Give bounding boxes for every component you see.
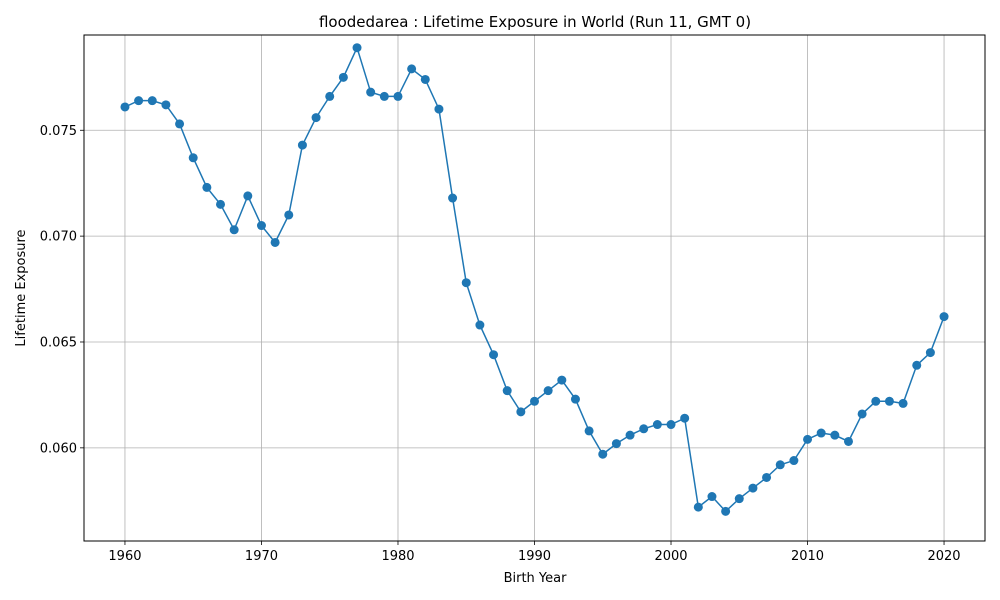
data-point xyxy=(379,91,389,101)
x-tick-label: 1980 xyxy=(381,549,414,564)
data-point xyxy=(734,494,744,504)
data-point xyxy=(816,428,826,438)
data-point xyxy=(748,483,758,493)
data-point xyxy=(857,409,867,419)
data-point xyxy=(666,420,676,430)
data-point xyxy=(434,104,444,114)
data-point xyxy=(461,278,471,288)
x-tick-label: 2000 xyxy=(654,549,687,564)
data-point xyxy=(188,153,198,163)
data-point xyxy=(884,396,894,406)
grid xyxy=(84,35,985,541)
data-point xyxy=(843,436,853,446)
y-tick-label: 0.065 xyxy=(40,335,77,350)
data-point xyxy=(175,119,185,129)
data-point xyxy=(489,350,499,360)
data-point xyxy=(830,430,840,440)
x-tick-label: 2010 xyxy=(791,549,824,564)
data-point xyxy=(502,386,512,396)
data-point xyxy=(775,460,785,470)
data-point xyxy=(898,398,908,408)
data-point xyxy=(366,87,376,97)
data-point xyxy=(530,396,539,406)
axis-ticks: 1960 1970 1980 1990 2000 2010 2020 0.060 0.065 0.… xyxy=(40,124,961,564)
data-point xyxy=(202,182,212,192)
data-point xyxy=(161,100,171,110)
data-point xyxy=(570,394,580,404)
x-tick-label: 2020 xyxy=(927,549,960,564)
data-point xyxy=(584,426,594,436)
data-point xyxy=(216,199,226,209)
data-point xyxy=(120,102,130,112)
data-point xyxy=(871,396,881,406)
data-point xyxy=(134,96,144,106)
data-point xyxy=(448,193,458,203)
data-point xyxy=(516,407,526,417)
data-point xyxy=(639,424,649,434)
data-point xyxy=(270,237,280,247)
x-tick-label: 1960 xyxy=(108,549,141,564)
data-point xyxy=(803,434,813,444)
data-point xyxy=(543,386,553,396)
data-point xyxy=(393,91,403,101)
data-point xyxy=(762,472,772,482)
data-point xyxy=(598,449,608,459)
data-point xyxy=(925,348,935,358)
data-point xyxy=(939,312,949,322)
data-point xyxy=(311,113,321,123)
y-axis-label: Lifetime Exposure xyxy=(14,229,29,346)
data-point xyxy=(789,456,799,466)
data-point xyxy=(256,221,266,231)
data-point xyxy=(407,64,417,74)
data-point xyxy=(325,91,335,101)
x-tick-label: 1990 xyxy=(518,549,551,564)
data-point xyxy=(284,210,294,220)
data-point xyxy=(243,191,253,201)
data-point xyxy=(625,430,635,440)
data-point xyxy=(475,320,485,330)
y-tick-label: 0.060 xyxy=(40,441,77,456)
y-tick-label: 0.070 xyxy=(40,230,77,245)
chart-title: floodedarea : Lifetime Exposure in World… xyxy=(319,13,751,31)
data-point xyxy=(352,43,362,53)
data-points xyxy=(120,43,949,516)
data-point xyxy=(297,140,307,150)
data-point xyxy=(693,502,703,512)
data-point xyxy=(338,72,348,82)
data-point xyxy=(680,413,690,423)
x-axis-label: Birth Year xyxy=(504,571,568,586)
data-point xyxy=(707,492,717,502)
data-point xyxy=(721,506,731,516)
data-point xyxy=(420,74,430,84)
data-point xyxy=(557,375,567,385)
data-point xyxy=(611,439,621,449)
data-point xyxy=(229,225,239,235)
y-tick-label: 0.075 xyxy=(40,124,77,139)
data-point xyxy=(652,420,662,430)
data-point xyxy=(147,96,157,106)
data-point xyxy=(912,360,922,370)
x-tick-label: 1970 xyxy=(245,549,278,564)
